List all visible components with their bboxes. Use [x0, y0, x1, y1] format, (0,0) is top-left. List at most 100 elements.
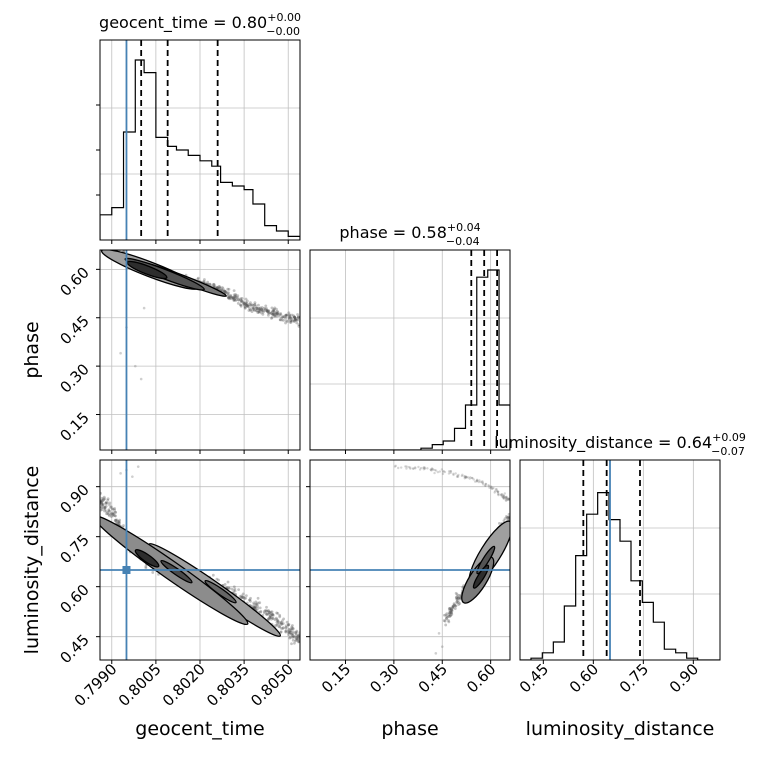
sample-point	[285, 626, 288, 629]
sample-point	[229, 294, 232, 298]
sample-point	[501, 494, 504, 497]
sample-point	[471, 476, 474, 480]
sample-point	[139, 377, 143, 381]
sample-point	[484, 482, 487, 486]
sample-point	[291, 630, 295, 634]
sample-point	[442, 613, 446, 617]
sample-point	[499, 493, 503, 497]
sample-point	[109, 506, 112, 509]
sample-point	[296, 317, 300, 321]
sample-point	[220, 288, 224, 292]
histogram-step	[520, 492, 720, 660]
sample-point	[288, 321, 292, 324]
sample-point	[455, 595, 458, 599]
sample-point	[269, 617, 273, 621]
sample-point	[297, 324, 300, 328]
x-tick-label: 0.8035	[203, 660, 253, 710]
sample-point	[239, 299, 243, 303]
sample-point	[297, 640, 300, 644]
sample-point	[449, 607, 453, 611]
sample-point	[505, 515, 508, 518]
axes-frame	[309, 249, 511, 451]
sample-point	[255, 602, 258, 606]
sample-point	[293, 639, 297, 643]
sample-point	[295, 637, 299, 641]
sample-point	[102, 506, 106, 509]
sample-point	[252, 308, 256, 312]
sample-point	[265, 609, 269, 613]
sample-point	[236, 294, 240, 298]
y-tick-label: 0.45	[56, 312, 92, 348]
sample-point	[237, 588, 241, 591]
sample-point	[409, 466, 412, 469]
sample-point	[248, 308, 252, 312]
sample-point	[278, 318, 282, 322]
sample-point	[221, 287, 225, 291]
sample-point	[211, 573, 215, 577]
x-tick-label: 0.8050	[247, 660, 297, 710]
sample-point	[293, 317, 297, 321]
sample-point	[438, 470, 442, 473]
sample-point	[196, 277, 200, 281]
sample-point	[450, 611, 454, 615]
sample-point	[244, 594, 248, 598]
sample-point	[213, 284, 217, 288]
sample-point	[445, 612, 449, 616]
sample-point	[208, 282, 212, 286]
sample-point	[252, 605, 256, 609]
sample-point	[222, 289, 226, 293]
sample-point	[393, 465, 397, 468]
sample-point	[284, 630, 288, 633]
sample-point	[230, 587, 234, 591]
sample-point	[469, 476, 472, 479]
sample-point	[484, 484, 487, 487]
sample-point	[254, 309, 258, 313]
marginal-title-minus: −0.00	[266, 25, 300, 38]
sample-point	[249, 303, 253, 307]
sample-point	[106, 497, 110, 501]
sample-point	[114, 520, 118, 524]
sample-point	[231, 296, 235, 299]
x-tick-label: 0.7990	[71, 660, 121, 710]
sample-point	[275, 620, 279, 624]
sample-point	[257, 310, 261, 314]
sample-point	[296, 313, 299, 316]
sample-point	[292, 319, 296, 323]
sample-point	[506, 498, 509, 501]
sample-point	[216, 286, 220, 290]
sample-point	[255, 603, 259, 607]
sample-point	[436, 470, 440, 474]
sample-point	[442, 469, 445, 473]
sample-point	[101, 503, 105, 506]
sample-point	[262, 611, 266, 615]
sample-point	[276, 612, 280, 615]
sample-point	[232, 289, 236, 293]
sample-point	[497, 521, 501, 525]
sample-point	[240, 596, 244, 600]
sample-point	[260, 308, 264, 311]
sample-point	[464, 476, 467, 479]
sample-point	[290, 642, 293, 646]
x-tick-label: 0.75	[616, 660, 652, 696]
sample-point	[507, 516, 510, 520]
sample-point	[286, 623, 290, 627]
sample-point	[268, 615, 272, 619]
sample-point	[290, 633, 294, 636]
sample-point	[212, 283, 215, 286]
sample-point	[292, 315, 296, 319]
sample-point	[448, 613, 452, 617]
sample-point	[109, 512, 113, 515]
sample-point	[228, 297, 232, 301]
sample-point	[447, 620, 451, 624]
sample-point	[100, 500, 103, 504]
sample-point	[450, 609, 454, 613]
sample-point	[271, 617, 275, 621]
density-contour	[204, 579, 237, 604]
sample-point	[492, 486, 495, 490]
sample-point	[453, 604, 457, 608]
sample-point	[476, 479, 479, 482]
sample-point	[284, 321, 287, 325]
sample-point	[100, 500, 103, 504]
sample-point	[232, 296, 236, 300]
